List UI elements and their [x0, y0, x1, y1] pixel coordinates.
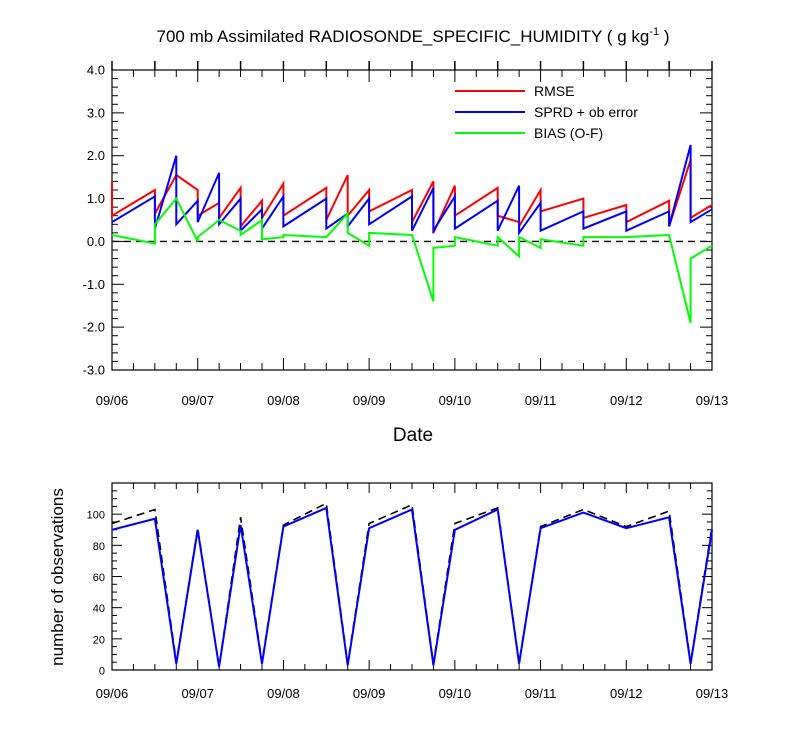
- bottom-chart-xtick-label: 09/10: [439, 686, 472, 701]
- chart-title-main: 700 mb Assimilated RADIOSONDE_SPECIFIC_H…: [157, 27, 650, 46]
- top-chart-plot: [111, 144, 713, 324]
- bottom-chart-ytick-label: 80: [93, 541, 105, 553]
- top-chart-ytick-label: -3.0: [83, 363, 105, 378]
- top-chart-ytick-label: 4.0: [87, 63, 105, 78]
- chart-title: 700 mb Assimilated RADIOSONDE_SPECIFIC_H…: [157, 26, 670, 46]
- bottom-chart-axes: 09/06 09/07 09/08 09/09 09/10 09/11 09/12 09/13…: [87, 482, 729, 701]
- bottom-chart-xtick-label: 09/06: [96, 686, 129, 701]
- bottom-chart-plot: [111, 502, 713, 668]
- top-chart-xtick-label: 09/09: [353, 393, 386, 408]
- top-chart-series-0-line: [111, 159, 713, 234]
- bottom-chart-xtick-label: 09/08: [267, 686, 300, 701]
- y-axis-label-observations: number of observations: [48, 488, 67, 666]
- chart-legend: RMSE SPRD + ob error BIAS (O-F): [455, 83, 638, 141]
- top-chart-xtick-label: 09/13: [696, 393, 729, 408]
- bottom-chart-ytick-label: 100: [87, 510, 105, 522]
- bottom-chart-series-1-line: [111, 506, 713, 668]
- top-chart-series-1-line: [111, 144, 713, 237]
- top-chart-ytick-label: 3.0: [87, 105, 105, 120]
- top-chart-ytick-label: 2.0: [87, 148, 105, 163]
- bottom-chart-xtick-label: 09/13: [696, 686, 729, 701]
- top-chart-ytick-label: 1.0: [87, 191, 105, 206]
- bottom-chart-ytick-label: 40: [93, 603, 105, 615]
- legend-label-bias: BIAS (O-F): [534, 125, 603, 141]
- x-axis-label: Date: [393, 425, 433, 446]
- legend-label-rmse: RMSE: [534, 83, 574, 99]
- bottom-chart-xtick-label: 09/12: [610, 686, 643, 701]
- top-chart-xtick-label: 09/08: [267, 393, 300, 408]
- top-chart-xtick-label: 09/12: [610, 393, 643, 408]
- bottom-chart-ytick-label: 0: [99, 666, 105, 678]
- bottom-chart-xtick-label: 09/07: [181, 686, 214, 701]
- chart-title-superscript: -1: [649, 26, 659, 38]
- top-chart-series-2-line: [111, 196, 713, 324]
- bottom-chart-ytick-label: 20: [93, 634, 105, 646]
- top-chart-ytick-label: 0.0: [87, 234, 105, 249]
- top-chart-ytick-label: -1.0: [83, 277, 105, 292]
- bottom-chart-xtick-label: 09/11: [525, 686, 557, 701]
- bottom-chart-ytick-label: 60: [93, 572, 105, 584]
- top-chart-xtick-label: 09/11: [525, 393, 557, 408]
- top-chart-xtick-label: 09/07: [181, 393, 214, 408]
- legend-label-sprd: SPRD + ob error: [534, 104, 638, 120]
- top-chart-xtick-label: 09/06: [96, 393, 129, 408]
- bottom-chart-xtick-label: 09/09: [353, 686, 386, 701]
- top-chart-xtick-label: 09/10: [439, 393, 472, 408]
- top-chart-axes: 09/06 09/07 09/08 09/09 09/10 09/11 09/12 09/13…: [83, 61, 729, 408]
- bottom-chart-series-0-line: [111, 502, 713, 668]
- chart-title-suffix: ): [659, 27, 669, 46]
- top-chart-ytick-label: -2.0: [83, 320, 105, 335]
